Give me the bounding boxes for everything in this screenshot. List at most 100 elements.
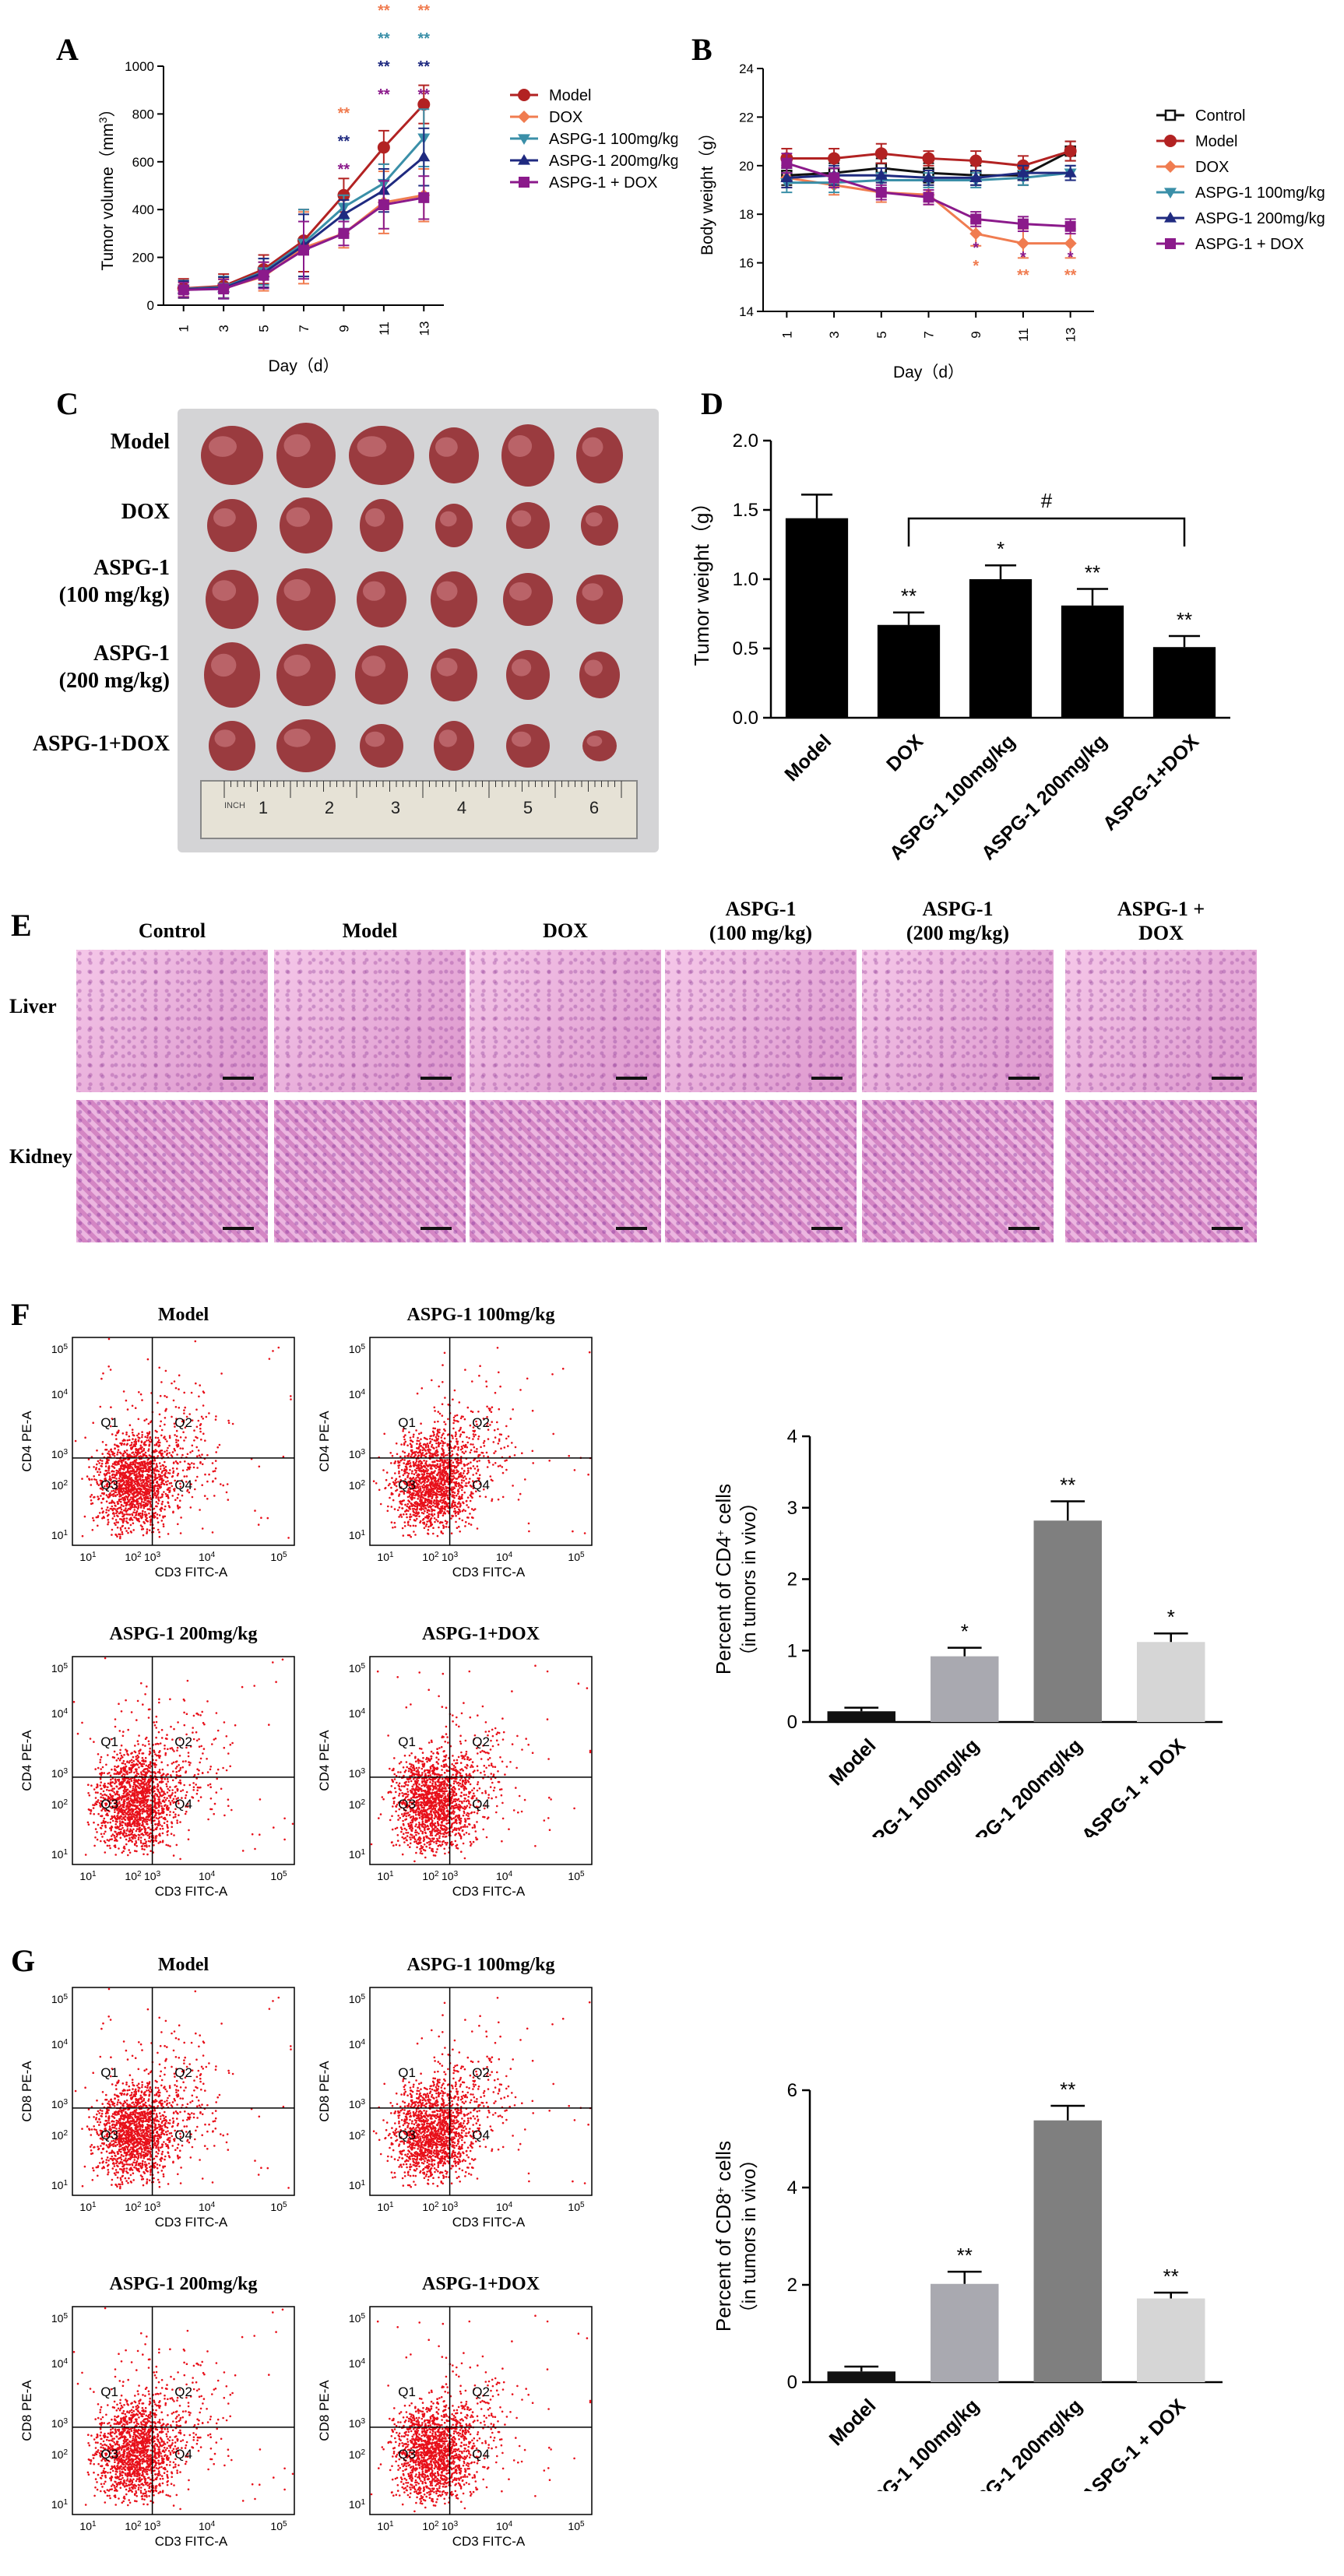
y-tick-label: 2.0 <box>733 431 758 452</box>
data-point <box>1016 237 1029 250</box>
x-tick-label: 105 <box>270 2201 287 2214</box>
y-tick-label: 0.5 <box>733 638 758 659</box>
panel-label-f: F <box>11 1297 30 1332</box>
data-point <box>218 283 230 295</box>
legend-marker <box>1164 212 1177 223</box>
histology-column-label: ASPG-1 + DOX <box>1117 898 1205 945</box>
tumor-highlight <box>436 657 458 677</box>
x-tick-label: 5 <box>257 325 272 332</box>
histology-image <box>665 950 857 1092</box>
y-tick-label: 105 <box>349 2312 366 2325</box>
y-tick-label: 103 <box>349 2097 366 2110</box>
y-tick-label: 101 <box>51 2498 69 2511</box>
y-tick-label: 101 <box>349 2179 366 2192</box>
x-tick-label: 104 <box>496 2201 513 2214</box>
quadrant-label: Q4 <box>174 1478 192 1492</box>
significance-mark: * <box>1020 249 1026 266</box>
y-tick-label: 1 <box>787 1640 797 1661</box>
quadrant-label: Q2 <box>472 1734 490 1749</box>
ruler-number: 4 <box>457 798 466 817</box>
x-axis-label: CD3 FITC-A <box>155 1565 228 1580</box>
tumor-highlight <box>283 728 311 747</box>
legend-marker <box>518 111 530 123</box>
quadrant-label: Q2 <box>174 2384 192 2399</box>
tumor-sample <box>276 423 336 488</box>
y-tick-label: 104 <box>51 1707 69 1720</box>
y-tick-label: 0 <box>787 1712 797 1733</box>
tumor-sample <box>207 499 257 552</box>
legend-marker <box>518 134 530 145</box>
scale-bar <box>1008 1227 1040 1230</box>
quadrant-label: Q2 <box>174 1734 192 1749</box>
category-label: DOX <box>882 730 927 775</box>
x-tick-label: 103 <box>442 1870 459 1883</box>
tumor-body <box>506 724 550 768</box>
tumor-sample <box>276 568 336 631</box>
data-point <box>969 154 983 167</box>
quadrant-label: Q4 <box>174 1797 192 1812</box>
quadrant-label: Q1 <box>100 1415 118 1430</box>
quadrant-label: Q4 <box>174 2128 192 2142</box>
data-point <box>1064 220 1076 232</box>
tumor-body <box>360 724 403 768</box>
bar <box>931 2283 999 2382</box>
legend-entry: ASPG-1 200mg/kg <box>549 153 677 170</box>
x-axis-label: CD3 FITC-A <box>452 2534 526 2549</box>
y-tick-label: 105 <box>51 1993 69 2006</box>
data-point <box>922 171 935 182</box>
category-label: Model <box>825 1734 881 1790</box>
tumor-body <box>355 645 408 705</box>
tumor-highlight <box>436 581 458 601</box>
tumor-sample <box>360 499 403 552</box>
panel-label-a: A <box>56 32 79 67</box>
quadrant-label: Q4 <box>472 2128 490 2142</box>
x-axis-label: CD3 FITC-A <box>452 1884 526 1899</box>
flow-plot-title: ASPG-1 200mg/kg <box>109 1624 257 1644</box>
x-tick-label: 101 <box>377 2201 394 2214</box>
histology-image <box>1065 1100 1257 1242</box>
category-label: Model <box>825 2395 881 2450</box>
y-axis-label: CD8 PE-A <box>317 2380 332 2441</box>
tumor-highlight <box>440 511 457 527</box>
y-tick-label: 104 <box>349 2038 366 2051</box>
y-tick-label: 0 <box>787 2372 797 2393</box>
y-tick-label: 102 <box>349 2448 366 2461</box>
tumor-body <box>206 570 259 629</box>
tumor-highlight <box>582 437 603 457</box>
legend-marker <box>519 177 530 188</box>
tumor-body <box>357 571 406 627</box>
significance-mark: ** <box>1163 2265 1179 2288</box>
legend-marker <box>1164 188 1177 199</box>
y-axis-label: Percent of CD4+ cells <box>712 1484 735 1675</box>
y-tick-label: 400 <box>132 202 154 217</box>
y-tick-label: 0.0 <box>733 708 758 729</box>
tumor-body <box>276 719 336 772</box>
tumor-body <box>581 505 618 546</box>
tumor-body <box>280 497 332 554</box>
y-tick-label: 105 <box>51 2312 69 2325</box>
tumor-highlight <box>512 731 532 747</box>
tumor-body <box>276 423 336 488</box>
legend-entry: DOX <box>1195 159 1229 176</box>
data-point <box>337 208 350 219</box>
significance-mark: ** <box>1064 267 1077 284</box>
data-point <box>874 169 888 180</box>
x-tick-label: 105 <box>270 2520 287 2533</box>
x-tick-label: 3 <box>216 325 231 332</box>
event-dots <box>72 1657 294 1861</box>
scale-bar <box>1008 1077 1040 1080</box>
y-tick-label: 104 <box>51 2357 69 2370</box>
significance-mark: ** <box>1177 608 1192 631</box>
y-axis-label: CD8 PE-A <box>317 2061 332 2122</box>
x-tick-label: 104 <box>496 1870 513 1883</box>
significance-mark: ** <box>417 2 430 19</box>
quadrant-label: Q1 <box>398 2065 416 2080</box>
x-tick-label: 101 <box>377 2520 394 2533</box>
tumor-sample <box>579 652 620 698</box>
significance-mark: ** <box>338 105 350 122</box>
tumor-body <box>506 502 550 549</box>
legend-entry: ASPG-1 100mg/kg <box>1195 185 1325 202</box>
